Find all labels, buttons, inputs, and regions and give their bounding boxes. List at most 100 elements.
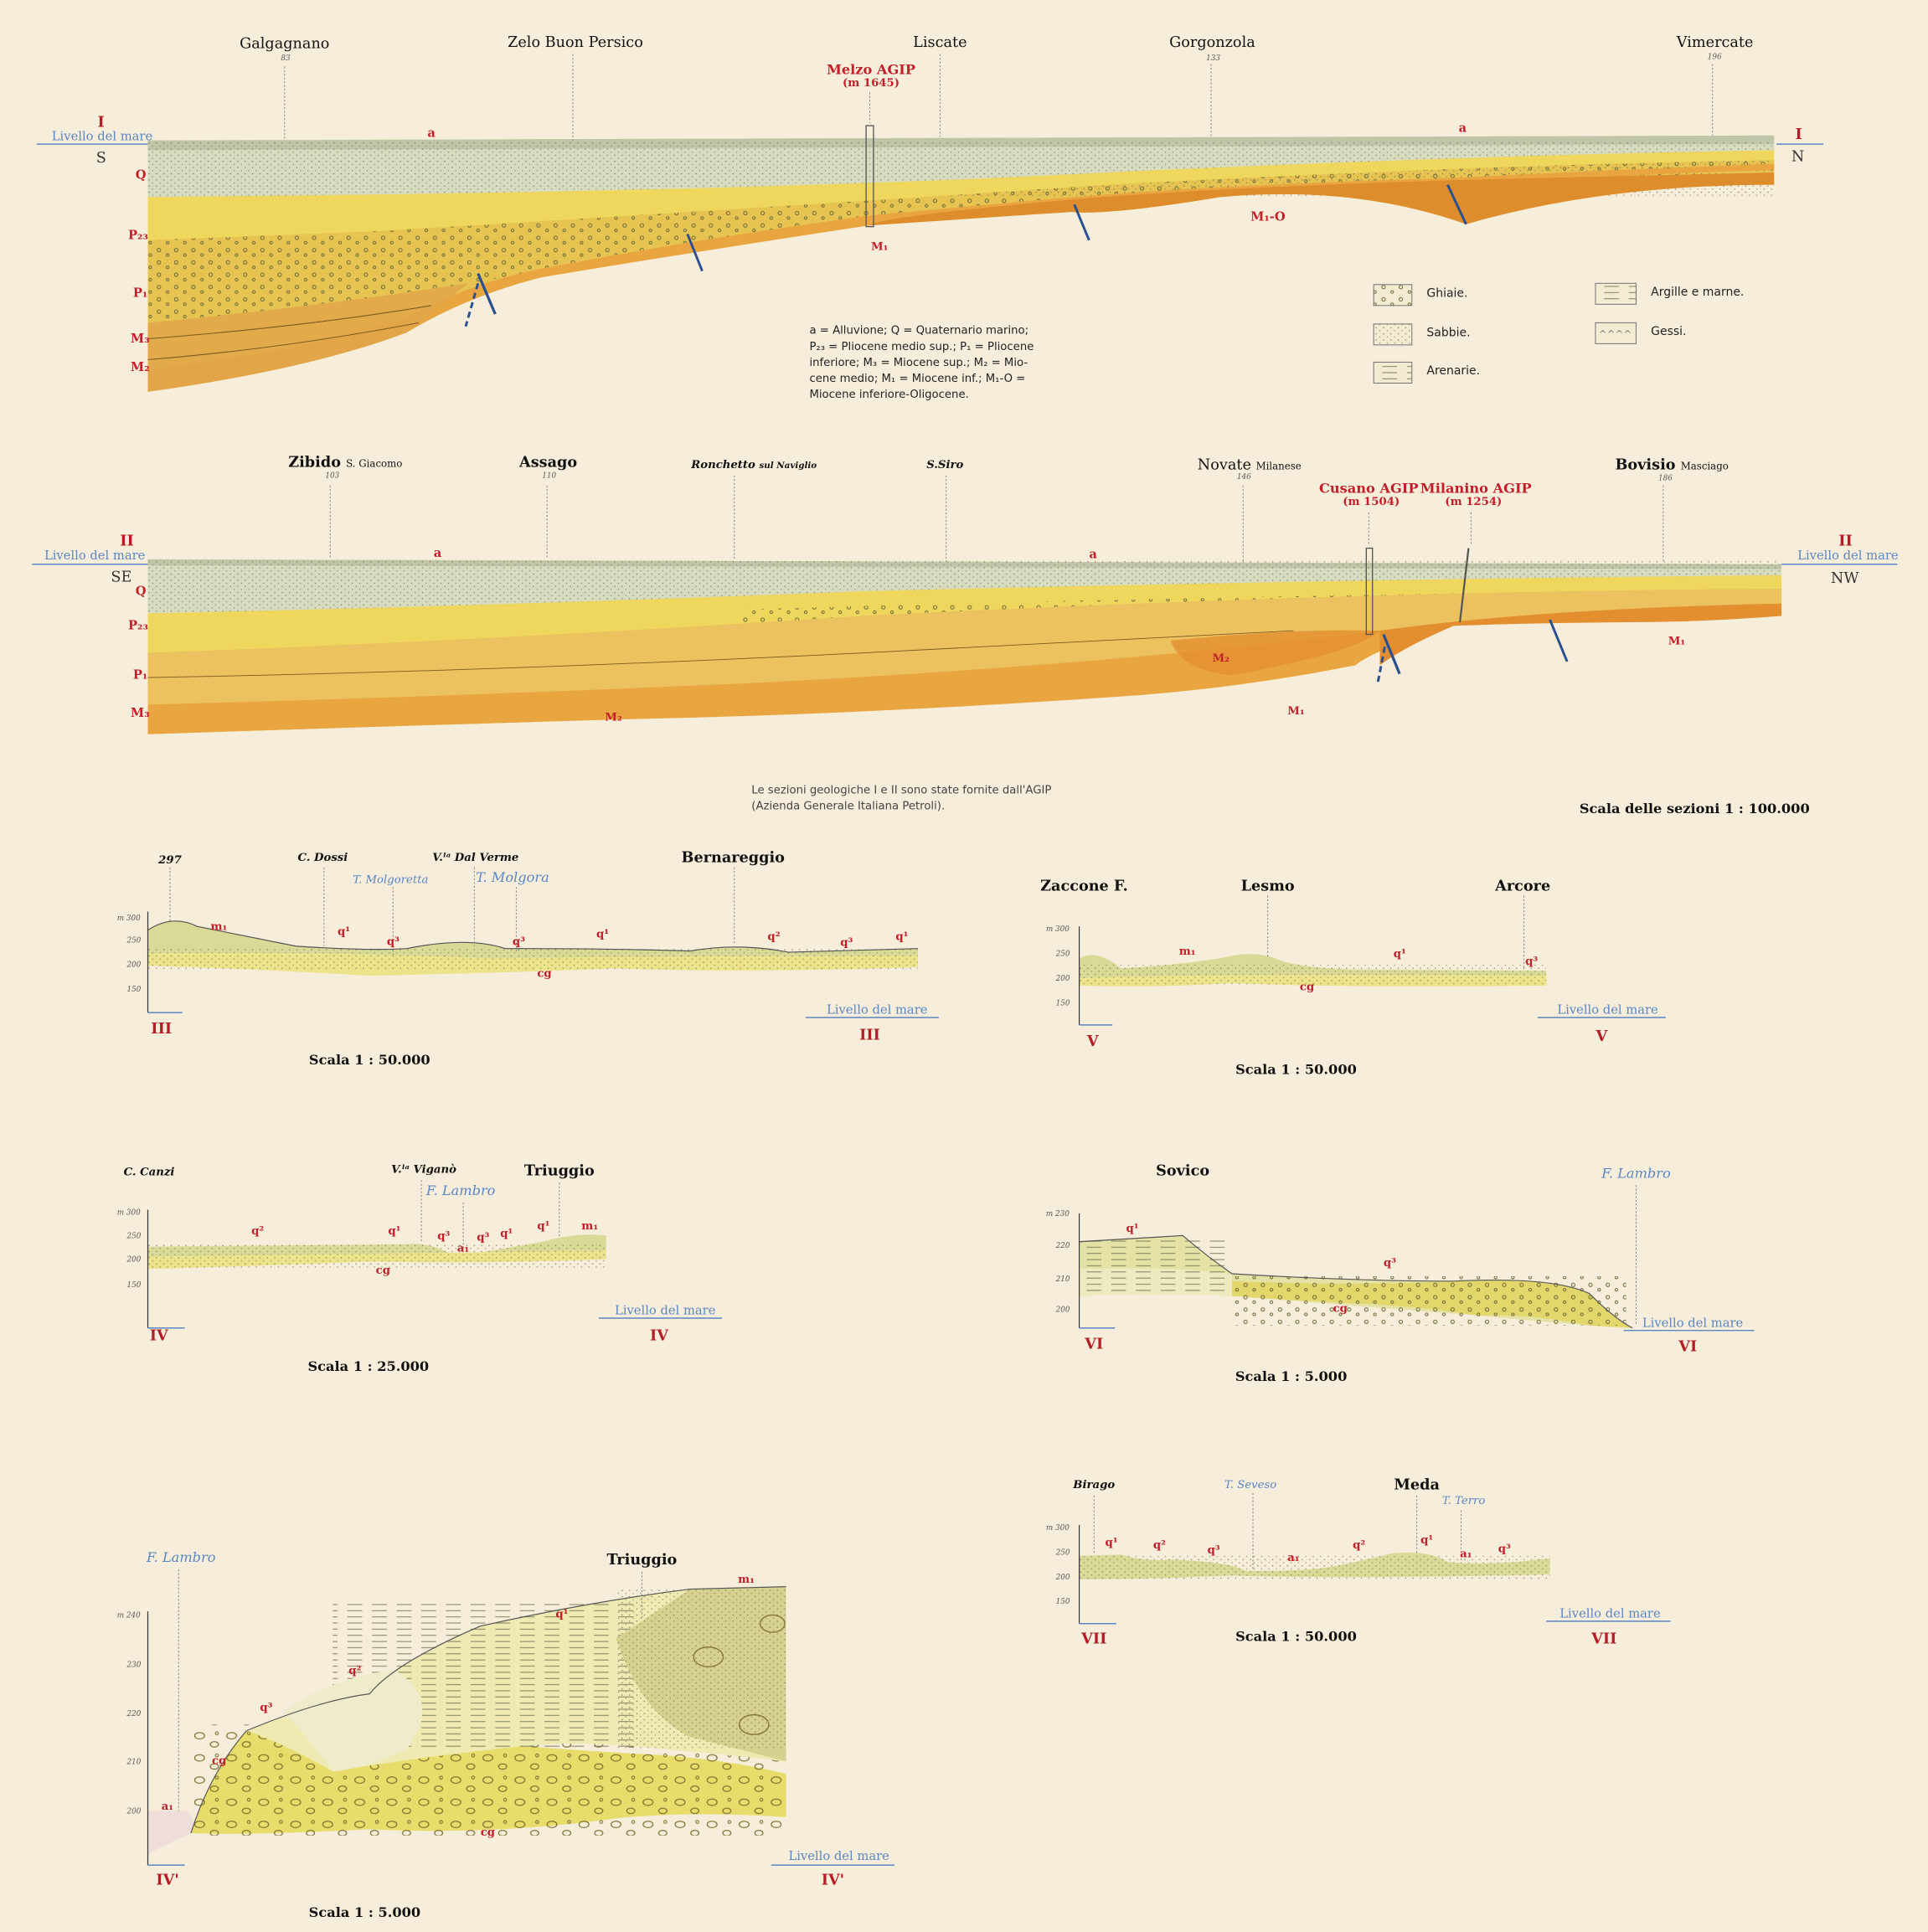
unit-IVp: q³ bbox=[260, 1702, 273, 1715]
unit-III: m₁ bbox=[210, 921, 228, 935]
legend-sabbie: Sabbie. bbox=[1426, 326, 1471, 340]
unit-III: q¹ bbox=[895, 931, 909, 944]
elev-galgagnano: 83 bbox=[281, 54, 291, 64]
roman-VI-right: VI bbox=[1678, 1337, 1698, 1356]
elev-zibido: 103 bbox=[325, 471, 340, 481]
scale-VII: Scala 1 : 50.000 bbox=[1235, 1628, 1357, 1645]
agip-note-line: Le sezioni geologiche I e II sono state … bbox=[751, 785, 1052, 797]
place-zelo: Zelo Buon Persico bbox=[508, 33, 643, 51]
section-II bbox=[32, 475, 1898, 734]
unit-VII: q¹ bbox=[1420, 1534, 1434, 1548]
legend-line: cene medio; M₁ = Miocene inf.; M₁-O = bbox=[809, 373, 1026, 386]
place-ronchetto: Ronchetto sul Naviglio bbox=[691, 459, 817, 472]
elev-bovisio: 186 bbox=[1657, 474, 1673, 483]
roman-IVp-left: IV' bbox=[156, 1871, 179, 1889]
place-tseveso: T. Seveso bbox=[1224, 1479, 1277, 1492]
sea-level-I: Livello del mare bbox=[51, 130, 153, 145]
place-novate: Novate Milanese bbox=[1197, 456, 1302, 473]
roman-II-left: II bbox=[120, 532, 134, 550]
tick-V: 250 bbox=[1055, 950, 1070, 959]
roman-V-left: V bbox=[1086, 1032, 1099, 1050]
legend-line: a = Alluvione; Q = Quaternario marino; bbox=[809, 325, 1029, 338]
tick-III: 250 bbox=[126, 935, 142, 945]
place-vimercate: Vimercate bbox=[1676, 33, 1754, 51]
section-V bbox=[1079, 895, 1666, 1026]
place-lesmo: Lesmo bbox=[1240, 877, 1295, 894]
unit-VI: q¹ bbox=[1126, 1223, 1139, 1236]
place-bovisio: Bovisio Masciago bbox=[1615, 456, 1729, 473]
dir-N: N bbox=[1791, 147, 1805, 166]
section-IVprime bbox=[147, 1569, 894, 1866]
place-liscate: Liscate bbox=[913, 33, 967, 51]
place-molgoretta: T. Molgoretta bbox=[353, 874, 429, 888]
unit-Q-II: Q bbox=[135, 585, 147, 599]
unit-P1-II: P₁ bbox=[132, 668, 148, 683]
unit-IV: m₁ bbox=[581, 1220, 599, 1234]
place-zaccone: Zaccone F. bbox=[1040, 877, 1128, 894]
tick-IV: 200 bbox=[126, 1255, 142, 1265]
section-IV bbox=[147, 1180, 723, 1329]
elev-vimercate: 196 bbox=[1707, 53, 1722, 62]
legend-ghiaie: Ghiaie. bbox=[1426, 286, 1468, 301]
tick-III: m 300 bbox=[116, 914, 141, 923]
unit-VI: cg bbox=[1333, 1303, 1348, 1316]
unit-IVp: m₁ bbox=[738, 1574, 755, 1587]
place-triuggio-IV: Triuggio bbox=[523, 1162, 595, 1179]
elev-assago: 110 bbox=[542, 471, 557, 481]
label-a-I-1: a bbox=[427, 126, 436, 141]
roman-VI-left: VI bbox=[1085, 1335, 1104, 1353]
tick-IV: m 300 bbox=[116, 1208, 141, 1218]
tick-IVp: m 240 bbox=[116, 1611, 141, 1620]
place-flambro-IV: F. Lambro bbox=[425, 1182, 496, 1199]
unit-IVp: cg bbox=[480, 1826, 496, 1840]
unit-VII: q³ bbox=[1498, 1543, 1511, 1556]
legend-line: P₂₃ = Pliocene medio sup.; P₁ = Pliocene bbox=[809, 341, 1034, 354]
scale-main: Scala delle sezioni 1 : 100.000 bbox=[1579, 801, 1810, 817]
well-melzo-depth: (m 1645) bbox=[842, 77, 900, 90]
place-vigano: V.ˡᵃ Viganò bbox=[391, 1164, 456, 1177]
place-triuggio-IVp: Triuggio bbox=[606, 1550, 678, 1569]
dir-NW: NW bbox=[1830, 569, 1859, 587]
unit-III: q¹ bbox=[595, 929, 610, 941]
agip-note-line: (Azienda Generale Italiana Petroli). bbox=[751, 801, 946, 813]
well-milanino: Milanino AGIP bbox=[1420, 480, 1532, 497]
unit-V: q³ bbox=[1525, 956, 1539, 969]
tick-VI: m 230 bbox=[1045, 1209, 1070, 1218]
unit-III: q³ bbox=[512, 935, 526, 949]
place-cdossi: C. Dossi bbox=[297, 852, 348, 865]
dir-SE: SE bbox=[111, 568, 132, 585]
unit-V: q¹ bbox=[1393, 948, 1406, 961]
unit-VII: q³ bbox=[1207, 1544, 1220, 1558]
scale-IVp: Scala 1 : 5.000 bbox=[308, 1904, 421, 1921]
legend-line: inferiore; M₃ = Miocene sup.; M₂ = Mio- bbox=[809, 357, 1028, 370]
place-297: 297 bbox=[158, 854, 182, 868]
tick-VII: 200 bbox=[1055, 1573, 1070, 1582]
section-I bbox=[37, 54, 1824, 392]
tick-IVp: 200 bbox=[126, 1806, 142, 1816]
roman-VII-left: VII bbox=[1081, 1630, 1107, 1647]
sea-level-IVp: Livello del mare bbox=[788, 1850, 889, 1864]
unit-VI: q³ bbox=[1383, 1257, 1397, 1270]
place-dalverme: V.ˡᵃ Dal Verme bbox=[432, 852, 519, 865]
roman-VII-right: VII bbox=[1591, 1630, 1617, 1647]
tick-III: 150 bbox=[126, 985, 142, 995]
elev-gorgonzola: 133 bbox=[1206, 54, 1220, 64]
place-flambro-IVp: F. Lambro bbox=[146, 1549, 216, 1566]
tick-VI: 210 bbox=[1055, 1275, 1070, 1284]
unit-III: q³ bbox=[386, 935, 400, 949]
unit-V: cg bbox=[1299, 981, 1315, 995]
section-VI bbox=[1079, 1185, 1755, 1332]
place-galgagnano: Galgagnano bbox=[240, 34, 330, 52]
unit-VII: q¹ bbox=[1105, 1537, 1118, 1550]
unit-III: q² bbox=[767, 931, 781, 944]
unit-III: cg bbox=[537, 968, 552, 981]
tick-IVp: 220 bbox=[126, 1709, 142, 1719]
label-a-II-2: a bbox=[1089, 548, 1097, 562]
agip-note: Le sezioni geologiche I e II sono state … bbox=[751, 784, 1051, 816]
tick-V: 200 bbox=[1055, 974, 1070, 983]
label-M2-II-1: M₂ bbox=[605, 712, 622, 724]
sea-level-VI: Livello del mare bbox=[1642, 1316, 1744, 1331]
legend-argille: Argille e marne. bbox=[1651, 286, 1745, 300]
section-III bbox=[147, 867, 939, 1018]
